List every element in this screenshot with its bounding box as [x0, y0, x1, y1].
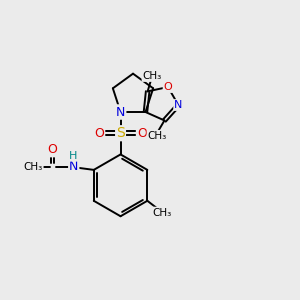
Text: CH₃: CH₃ — [142, 71, 162, 81]
Text: O: O — [94, 127, 104, 140]
Text: O: O — [48, 143, 58, 156]
Text: CH₃: CH₃ — [152, 208, 172, 218]
Text: CH₃: CH₃ — [148, 131, 167, 141]
Text: N: N — [69, 160, 78, 173]
Text: CH₃: CH₃ — [23, 162, 43, 172]
Text: N: N — [174, 100, 182, 110]
Text: N: N — [116, 106, 125, 118]
Text: O: O — [164, 82, 172, 92]
Text: O: O — [137, 127, 147, 140]
Text: H: H — [69, 151, 77, 161]
Text: N: N — [116, 106, 125, 118]
Text: S: S — [116, 126, 125, 140]
